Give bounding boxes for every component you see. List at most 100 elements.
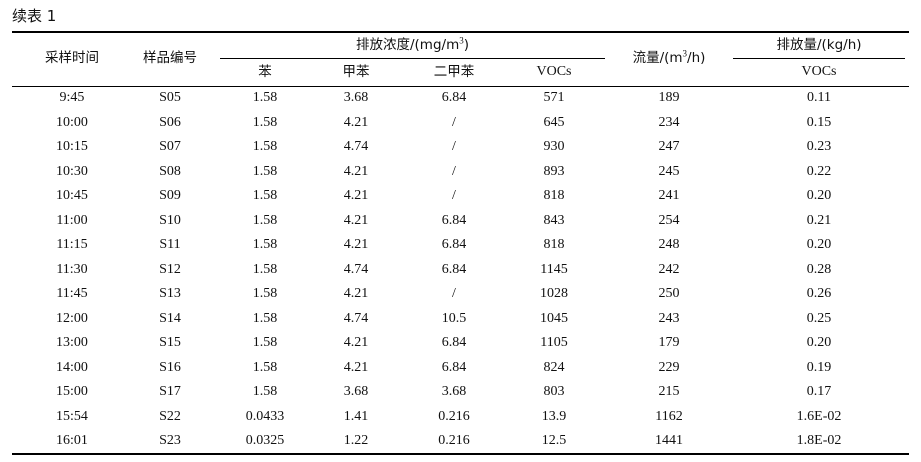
emission-group-rule (733, 58, 905, 59)
cell-time: 16:01 (56, 433, 88, 448)
cell-flow: 1162 (655, 408, 683, 424)
cell-flow: 242 (658, 261, 680, 277)
cell-vocs: 824 (543, 359, 565, 375)
cell-time: 11:00 (56, 212, 88, 228)
cell-emission: 0.20 (806, 335, 832, 350)
cell-vocs: 571 (543, 90, 565, 105)
cell-toluene: 1.41 (343, 408, 369, 424)
cell-benzene: 1.58 (252, 261, 278, 277)
cell-toluene: 4.21 (343, 114, 369, 130)
cell-emission: 1.8E-02 (796, 433, 842, 448)
table-row: 11:15 S11 1.58 4.21 6.84 818 248 0.20 (0, 233, 921, 258)
cell-time: 10:00 (56, 114, 88, 130)
header-time: 采样时间 (45, 50, 99, 66)
cell-sample-id: S10 (159, 212, 181, 228)
table-row: 10:00 S06 1.58 4.21 / 645 234 0.15 (0, 111, 921, 136)
cell-flow: 254 (658, 212, 680, 228)
cell-flow: 241 (658, 188, 680, 203)
cell-time: 14:00 (56, 359, 88, 375)
cell-vocs: 893 (543, 163, 565, 179)
cell-toluene: 4.21 (343, 359, 369, 375)
cell-emission: 0.21 (806, 212, 832, 228)
cell-sample-id: S09 (159, 188, 181, 203)
cell-time: 10:30 (56, 163, 88, 179)
header-benzene: 苯 (258, 64, 272, 80)
cell-sample-id: S15 (159, 335, 181, 350)
table-caption: 续表 1 (12, 7, 57, 25)
cell-sample-id: S17 (159, 384, 181, 399)
cell-benzene: 1.58 (252, 90, 278, 105)
header-bottom-rule (12, 86, 909, 87)
table-row: 9:45 S05 1.58 3.68 6.84 571 189 0.11 (0, 86, 921, 111)
cell-vocs: 818 (543, 237, 565, 252)
cell-toluene: 3.68 (343, 90, 369, 105)
cell-vocs: 930 (543, 139, 565, 154)
cell-flow: 245 (658, 163, 680, 179)
cell-benzene: 1.58 (252, 335, 278, 350)
cell-xylene: / (452, 163, 456, 179)
cell-xylene: / (452, 114, 456, 130)
table-row: 13:00 S15 1.58 4.21 6.84 1105 179 0.20 (0, 331, 921, 356)
cell-time: 15:00 (56, 384, 88, 399)
cell-xylene: 6.84 (441, 212, 467, 228)
cell-sample-id: S08 (159, 163, 181, 179)
cell-toluene: 4.21 (343, 163, 369, 179)
cell-toluene: 1.22 (343, 433, 369, 448)
cell-flow: 189 (658, 90, 680, 105)
cell-benzene: 0.0433 (245, 408, 285, 424)
cell-flow: 179 (658, 335, 680, 350)
header-emission-group: 排放量/(kg/h) (776, 37, 862, 53)
cell-vocs: 1028 (540, 286, 568, 301)
cell-benzene: 1.58 (252, 114, 278, 130)
cell-xylene: / (452, 139, 456, 154)
cell-toluene: 4.21 (343, 237, 369, 252)
table-row: 11:45 S13 1.58 4.21 / 1028 250 0.26 (0, 282, 921, 307)
cell-flow: 234 (658, 114, 680, 130)
cell-vocs: 803 (543, 384, 565, 399)
cell-benzene: 1.58 (252, 310, 278, 326)
table-row: 14:00 S16 1.58 4.21 6.84 824 229 0.19 (0, 356, 921, 381)
cell-time: 11:15 (56, 237, 88, 252)
cell-flow: 247 (658, 139, 680, 154)
cell-xylene: 3.68 (441, 384, 467, 399)
cell-time: 10:15 (56, 139, 88, 154)
cell-sample-id: S05 (159, 90, 181, 105)
cell-toluene: 4.74 (343, 310, 369, 326)
table-row: 11:00 S10 1.58 4.21 6.84 843 254 0.21 (0, 209, 921, 234)
cell-flow: 250 (658, 286, 680, 301)
cell-flow: 1441 (655, 433, 683, 448)
cell-time: 9:45 (59, 90, 85, 105)
cell-emission: 0.22 (806, 163, 832, 179)
header-xylene: 二甲苯 (433, 64, 475, 80)
cell-xylene: 6.84 (441, 359, 467, 375)
cell-flow: 243 (658, 310, 680, 326)
cell-toluene: 4.21 (343, 335, 369, 350)
concentration-group-rule (220, 58, 605, 59)
cell-xylene: / (452, 286, 456, 301)
cell-emission: 0.26 (806, 286, 832, 301)
cell-time: 11:30 (56, 261, 88, 277)
cell-sample-id: S23 (159, 433, 181, 448)
cell-vocs: 1045 (540, 310, 568, 326)
table-row: 11:30 S12 1.58 4.74 6.84 1145 242 0.28 (0, 258, 921, 283)
table-row: 12:00 S14 1.58 4.74 10.5 1045 243 0.25 (0, 307, 921, 332)
cell-xylene: 0.216 (438, 408, 470, 424)
cell-toluene: 3.68 (343, 384, 369, 399)
header-flow: 流量/(m3/h) (632, 48, 706, 66)
cell-flow: 215 (658, 384, 680, 399)
table-row: 16:01 S23 0.0325 1.22 0.216 12.5 1441 1.8E-02 (0, 429, 921, 454)
table-row: 10:45 S09 1.58 4.21 / 818 241 0.20 (0, 184, 921, 209)
cell-sample-id: S06 (159, 114, 181, 130)
cell-vocs: 818 (543, 188, 565, 203)
cell-xylene: 6.84 (441, 90, 467, 105)
cell-toluene: 4.74 (343, 139, 369, 154)
cell-benzene: 1.58 (252, 237, 278, 252)
header-vocs: VOCs (536, 64, 572, 79)
header-emission-vocs: VOCs (801, 64, 837, 79)
cell-emission: 0.23 (806, 139, 832, 154)
cell-vocs: 645 (543, 114, 565, 130)
cell-toluene: 4.21 (343, 212, 369, 228)
cell-time: 12:00 (56, 310, 88, 326)
header-sample-id: 样品编号 (143, 50, 197, 66)
cell-sample-id: S11 (159, 237, 181, 252)
